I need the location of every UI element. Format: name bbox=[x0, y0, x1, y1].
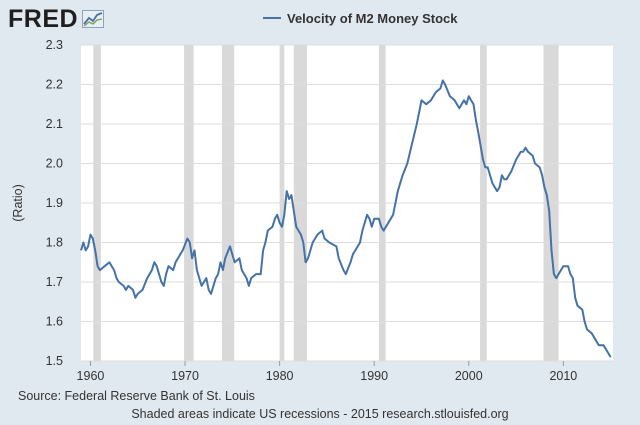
legend-label: Velocity of M2 Money Stock bbox=[287, 10, 458, 26]
y-tick-label: 1.9 bbox=[46, 196, 63, 210]
y-tick-label: 1.5 bbox=[46, 354, 63, 368]
chart-legend: Velocity of M2 Money Stock bbox=[263, 10, 458, 26]
x-tick-label: 1970 bbox=[171, 369, 199, 383]
y-axis-ticks: 1.5 1.6 1.7 1.8 1.9 2.0 2.1 2.2 2.3 bbox=[46, 38, 63, 368]
legend-swatch bbox=[263, 17, 281, 19]
y-tick-label: 1.7 bbox=[46, 275, 63, 289]
y-tick-label: 2.3 bbox=[46, 38, 63, 52]
y-axis-label: (Ratio) bbox=[11, 184, 25, 222]
y-tick-label: 1.6 bbox=[46, 315, 63, 329]
y-tick-label: 1.8 bbox=[46, 236, 63, 250]
fred-logo-text: FRED bbox=[8, 4, 79, 33]
x-tick-label: 1990 bbox=[360, 369, 388, 383]
y-tick-label: 2.0 bbox=[46, 157, 63, 171]
source-note: Source: Federal Reserve Bank of St. Loui… bbox=[18, 389, 255, 403]
x-tick-label: 2010 bbox=[549, 369, 577, 383]
x-tick-label: 1980 bbox=[266, 369, 294, 383]
fred-logo[interactable]: FRED bbox=[8, 4, 105, 34]
y-tick-label: 2.2 bbox=[46, 78, 63, 92]
x-axis-ticks: 1960 1970 1980 1990 2000 2010 bbox=[77, 361, 577, 383]
chart-trend-icon bbox=[82, 10, 105, 28]
x-tick-label: 2000 bbox=[455, 369, 483, 383]
series-lines bbox=[80, 79, 612, 358]
gridlines bbox=[81, 44, 613, 362]
series-line-0 bbox=[80, 79, 612, 358]
recession-note: Shaded areas indicate US recessions - 20… bbox=[131, 407, 509, 421]
y-tick-label: 2.1 bbox=[46, 117, 63, 131]
x-tick-label: 1960 bbox=[77, 369, 105, 383]
